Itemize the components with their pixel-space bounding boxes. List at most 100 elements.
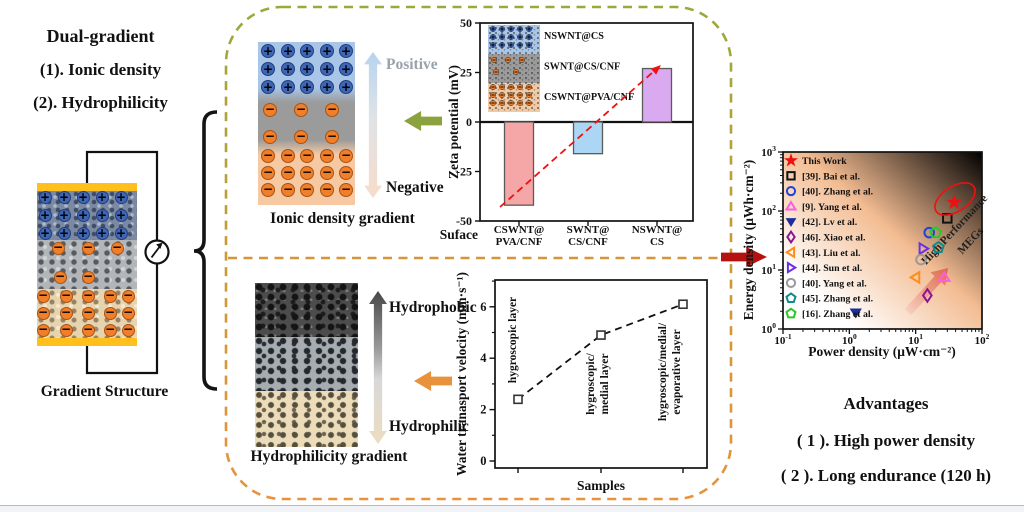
advantages-title: Advantages [843,394,929,413]
negative-charge-icon [81,241,95,255]
ionic-panel-caption: Ionic density gradient [270,210,415,227]
hydrophilic-foam [255,391,358,447]
data-point [849,308,862,319]
positive-charge-icon [38,226,52,240]
positive-charge-icon [339,62,353,76]
data-point [937,270,952,282]
negative-charge-icon [294,130,308,144]
negative-charge-icon [300,166,314,180]
tick-label: 4 [480,351,487,365]
negative-charge-icon [81,289,95,303]
data-point [785,292,797,304]
inset-label: CSWNT@PVA/CNF [544,92,634,103]
positive-charge-icon [95,208,109,222]
structure-caption: Gradient Structure [40,383,169,400]
data-point [915,253,927,266]
positive-charge-icon [95,190,109,204]
negative-charge-icon [339,149,353,163]
legend-item-label: [40]. Zhang et al. [802,187,874,198]
charge-layer [36,183,137,346]
water-transport-chart: 0 2 4 6 Water tranasport velocity (mm·s⁻¹) Sa… [454,272,708,493]
point-label: hygroscopic/medial/ [657,322,669,421]
point-label: medial layer [599,354,611,415]
positive-charge-icon [281,62,295,76]
category-label: NSWNT@ [632,224,683,236]
data-point [678,299,688,310]
data-point [908,270,921,285]
y-axis-label: Zeta potential (mV) [446,65,461,179]
negative-charge-icon [325,103,339,117]
positive-charge-icon [95,226,109,240]
legend-item-label: [9]. Yang et al. [802,202,862,213]
positive-charge-icon [281,80,295,94]
plot-frame [782,151,983,330]
polarity-scale-bottom-label: Negative [386,179,444,196]
negative-charge-icon [103,306,117,320]
negative-charge-icon [81,270,95,284]
legend-item-label: [40]. Yang et al. [802,278,867,289]
category-label: CS/CNF [568,236,608,248]
negative-charge-icon [261,149,275,163]
positive-charge-icon [320,44,334,58]
negative-charge-icon [53,270,67,284]
plot-frame [479,22,694,222]
negative-charge-icon [325,130,339,144]
data-point [784,246,796,259]
negative-charge-icon [320,183,334,197]
legend-item-label: [45]. Zhang et al. [802,294,874,305]
advantage-item-2: ( 2 ). Long endurance (120 h) [780,466,992,485]
negative-charge-icon [281,183,295,197]
data-point [929,225,943,239]
negative-charge-icon [110,241,124,255]
negative-charge-icon [59,306,73,320]
negative-charge-icon [320,166,334,180]
tick-label: 100 [842,332,857,347]
data-point [923,226,935,239]
page-bottom-rule [0,505,1024,512]
positive-charge-icon [76,226,90,240]
positive-charge-icon [320,62,334,76]
data-point [786,261,798,274]
negative-charge-icon [281,166,295,180]
legend-item-label: [43]. Liu et al. [802,248,861,259]
positive-charge-icon [57,190,71,204]
negative-charge-icon [339,166,353,180]
polarity-scale-top-label: Positive [386,56,438,73]
ionic-gradient-panel [258,42,355,205]
wettability-scale-bottom-label: Hydrophilic [389,418,469,435]
y-axis-label: Energy density (μWh·cm⁻²) [741,160,756,321]
positive-charge-icon [38,208,52,222]
gradient-item-1: (1). Ionic density [39,60,162,79]
category-label: CS [650,236,664,248]
circuit-diagram [85,150,170,375]
tick-label: 103 [761,144,776,159]
legend-item-label: [42]. Lv et al. [802,217,858,228]
negative-charge-icon [81,323,95,337]
negative-charge-icon [281,149,295,163]
negative-charge-icon [36,306,50,320]
inset-label: NSWNT@CS [544,31,604,42]
positive-charge-icon [38,190,52,204]
legend-item-label: [44]. Sun et al. [802,263,863,274]
positive-charge-icon [339,44,353,58]
positive-charge-icon [339,80,353,94]
positive-charge-icon [320,80,334,94]
positive-charge-icon [261,80,275,94]
tick-label: 0 [480,454,486,468]
legend-item-label: [39]. Bai et al. [802,171,861,182]
negative-charge-icon [121,323,135,337]
gradient-item-2: (2). Hydrophilicity [33,93,168,112]
positive-charge-icon [300,62,314,76]
top-electrode [37,183,137,191]
hydrophobic-foam [255,283,358,337]
advantage-item-1: ( 1 ). High power density [796,431,976,450]
gradient-structure-image [36,183,137,346]
negative-charge-icon [320,149,334,163]
tick-label: -25 [456,165,472,179]
data-point [931,240,945,254]
tick-label: 101 [908,332,923,347]
plot-frame [494,279,708,469]
negative-charge-icon [36,289,50,303]
bar [503,121,535,206]
